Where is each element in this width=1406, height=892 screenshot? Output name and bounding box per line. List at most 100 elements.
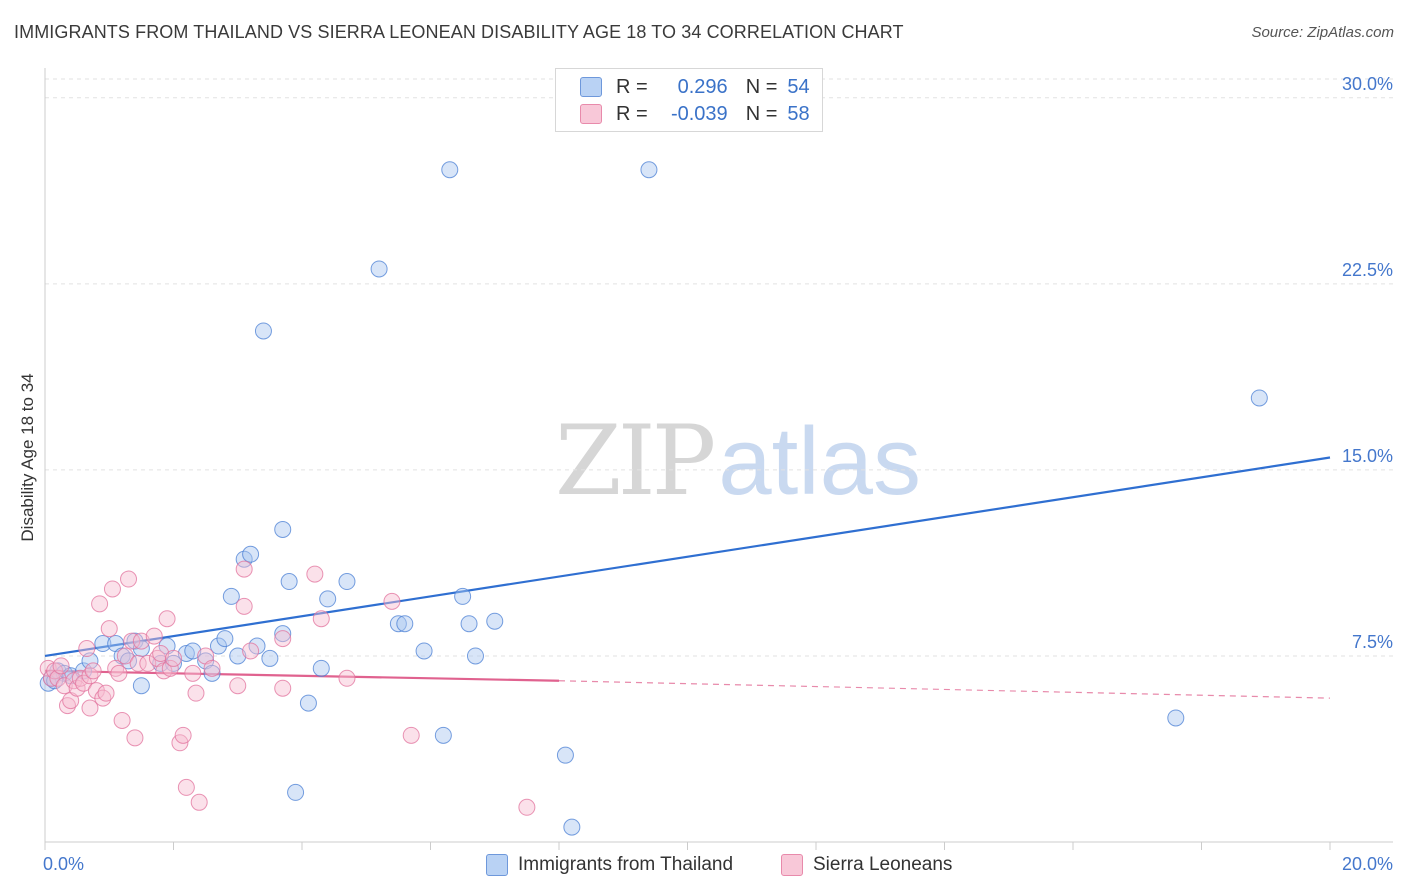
- point-sierra: [145, 627, 163, 645]
- point-thailand: [319, 590, 337, 608]
- point-thailand: [434, 726, 452, 744]
- point-sierra: [518, 798, 536, 816]
- legend-swatch-sierra: [580, 104, 602, 124]
- trend-sierra-extension: [558, 680, 1331, 699]
- point-sierra: [306, 565, 324, 583]
- legend-row-thailand: R = 0.296 N = 54: [580, 74, 810, 100]
- chart-title: IMMIGRANTS FROM THAILAND VS SIERRA LEONE…: [14, 22, 904, 42]
- point-thailand: [389, 615, 407, 633]
- bottom-legend-label-thailand: Immigrants from Thailand: [518, 854, 734, 875]
- point-sierra: [81, 667, 99, 685]
- point-thailand: [1167, 709, 1185, 727]
- bottom-swatch-thailand: [486, 854, 508, 876]
- bottom-swatch-sierra: [781, 854, 803, 876]
- legend-n-label: N =: [745, 75, 778, 98]
- point-sierra: [235, 560, 253, 578]
- y-tick-label: 22.5%: [1342, 260, 1393, 280]
- point-thailand: [556, 746, 574, 764]
- point-sierra: [78, 640, 96, 658]
- y-tick-label: 30.0%: [1342, 74, 1393, 94]
- point-thailand: [370, 260, 388, 278]
- point-thailand: [338, 573, 356, 591]
- point-thailand: [229, 647, 247, 665]
- series-thailand: [39, 161, 1268, 836]
- legend-n-value-thailand: 54: [787, 75, 810, 98]
- point-thailand: [203, 664, 221, 682]
- point-sierra: [338, 669, 356, 687]
- watermark: ZIPatlas: [555, 405, 921, 517]
- legend: R = 0.296 N = 54 R = -0.039 N = 58: [555, 68, 823, 132]
- legend-r-label: R =: [616, 75, 648, 98]
- point-thailand: [486, 612, 504, 630]
- x-tick-label: 0.0%: [43, 854, 84, 874]
- point-thailand: [94, 635, 112, 653]
- point-sierra: [55, 677, 73, 695]
- point-thailand: [460, 615, 478, 633]
- point-sierra: [91, 595, 109, 613]
- bottom-legend-thailand: Immigrants from Thailand: [486, 852, 733, 878]
- point-thailand: [396, 615, 414, 633]
- point-sierra: [123, 632, 141, 650]
- watermark-zip: ZIP: [555, 405, 716, 517]
- point-thailand: [466, 647, 484, 665]
- legend-n-value-sierra: 58: [787, 102, 810, 125]
- legend-r-value-sierra: -0.039: [670, 102, 728, 125]
- point-sierra: [94, 689, 112, 707]
- point-thailand: [274, 625, 292, 643]
- point-thailand: [120, 652, 138, 670]
- point-sierra: [235, 597, 253, 615]
- point-sierra: [126, 729, 144, 747]
- point-sierra: [274, 630, 292, 648]
- point-sierra: [116, 647, 134, 665]
- point-sierra: [177, 778, 195, 796]
- point-sierra: [97, 684, 115, 702]
- y-axis-label: Disability Age 18 to 34: [18, 373, 37, 541]
- point-thailand: [441, 161, 459, 179]
- point-sierra: [100, 620, 118, 638]
- point-sierra: [383, 592, 401, 610]
- legend-r-value-thailand: 0.296: [677, 75, 728, 98]
- trend-lines: [44, 456, 1331, 699]
- point-sierra: [187, 684, 205, 702]
- point-sierra: [152, 644, 170, 662]
- point-thailand: [415, 642, 433, 660]
- legend-n-label: N =: [745, 102, 778, 125]
- point-thailand: [274, 520, 292, 538]
- point-thailand: [261, 649, 279, 667]
- watermark-atlas: atlas: [718, 408, 921, 515]
- legend-r-label: R =: [616, 102, 648, 125]
- point-sierra: [184, 664, 202, 682]
- axes: [44, 68, 1393, 850]
- y-tick-label: 15.0%: [1342, 446, 1393, 466]
- point-thailand: [242, 545, 260, 563]
- point-sierra: [139, 654, 157, 672]
- point-sierra: [52, 657, 70, 675]
- point-sierra: [165, 649, 182, 667]
- point-thailand: [216, 630, 234, 648]
- point-sierra: [402, 726, 420, 744]
- point-sierra: [242, 642, 260, 660]
- point-thailand: [640, 161, 658, 179]
- point-thailand: [454, 587, 472, 605]
- point-sierra: [107, 659, 125, 677]
- point-sierra: [113, 711, 131, 729]
- point-sierra: [174, 726, 192, 744]
- point-thailand: [222, 587, 240, 605]
- trend-thailand: [44, 456, 1331, 658]
- data-points: [39, 161, 1268, 836]
- trend-sierra: [44, 669, 560, 682]
- point-thailand: [132, 677, 150, 695]
- point-sierra: [81, 699, 99, 717]
- point-thailand: [312, 659, 330, 677]
- point-sierra: [274, 679, 292, 697]
- point-sierra: [132, 632, 150, 650]
- bottom-legend-sierra: Sierra Leoneans: [781, 852, 952, 878]
- point-thailand: [184, 642, 202, 660]
- point-sierra: [229, 677, 247, 695]
- x-tick-label: 20.0%: [1342, 854, 1393, 874]
- point-thailand: [299, 694, 317, 712]
- point-sierra: [129, 654, 147, 672]
- point-sierra: [120, 570, 138, 588]
- y-tick-label: 7.5%: [1352, 632, 1393, 652]
